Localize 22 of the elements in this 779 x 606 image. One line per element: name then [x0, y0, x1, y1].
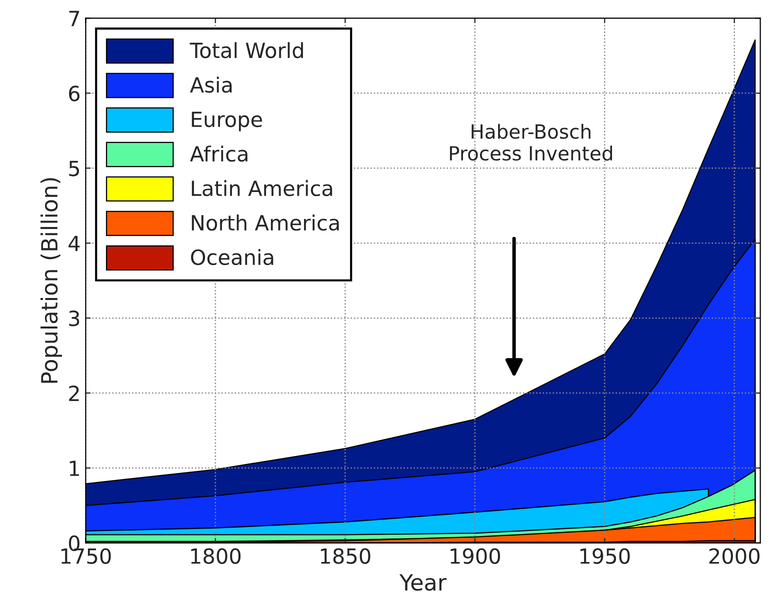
- x-tick-label: 1850: [320, 548, 370, 564]
- x-tick-label: 1950: [580, 548, 630, 564]
- x-axis-title: Year: [399, 574, 447, 591]
- y-tick-label: 7: [69, 10, 80, 26]
- y-tick-label: 3: [69, 310, 80, 326]
- legend-label: Oceania: [191, 249, 274, 266]
- legend-label: North America: [192, 214, 339, 231]
- y-tick-label: 6: [69, 86, 80, 102]
- x-tick-label: 1900: [450, 548, 500, 564]
- legend-label: Latin America: [192, 180, 332, 196]
- legend-label: Asia: [190, 76, 232, 93]
- legend-label: Africa: [190, 146, 248, 162]
- x-tick-label: 1800: [191, 548, 241, 564]
- y-tick-label: 5: [69, 160, 80, 176]
- legend-label: Total World: [190, 42, 303, 58]
- x-tick-label: 2000: [709, 548, 760, 564]
- y-axis-title: Population (Billion): [40, 178, 62, 383]
- annotation: Haber-Bosch Process Invented: [450, 124, 612, 161]
- legend-label: Europe: [192, 112, 262, 132]
- y-tick-label: 1: [70, 460, 79, 476]
- y-tick-label: 4: [68, 236, 80, 252]
- y-tick-label: 2: [69, 385, 79, 401]
